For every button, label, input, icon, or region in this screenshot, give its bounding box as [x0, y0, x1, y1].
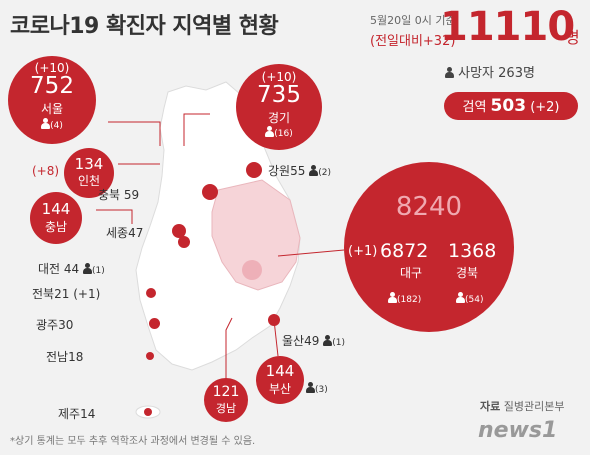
daegu-count: 6872 [380, 240, 429, 262]
ulsan-label: 울산49 (1) [282, 334, 345, 348]
seoul-bubble: (+10) 752 서울 (4) [8, 56, 96, 144]
daegu-name: 대구 [400, 266, 423, 280]
quarantine-value: 503 [490, 96, 527, 116]
gangwon-label: 강원55 (2) [268, 164, 331, 178]
busan-deaths: (3) [306, 382, 328, 395]
daegu-gyeongbuk-total: 8240 [395, 192, 463, 222]
gyeonggi-bubble: (+10) 735 경기 (16) [236, 64, 322, 150]
gyeongbuk-deaths: (54) [456, 292, 483, 305]
chungbuk-label: 충북 59 [98, 188, 140, 202]
seoul-count: 752 [30, 73, 74, 99]
person-icon [83, 263, 93, 274]
jeonnam-label: 전남18 [46, 350, 84, 364]
sejong-marker [172, 224, 186, 238]
gyeongnam-bubble: 121 경남 [204, 378, 248, 422]
gyeonggi-count: 735 [257, 82, 301, 108]
quarantine-badge: 검역 503 (+2) [444, 92, 578, 120]
ulsan-marker [268, 314, 280, 326]
gyeongnam-count: 121 [212, 384, 240, 400]
daejeon-marker [178, 236, 190, 248]
gyeonggi-name: 경기 [267, 111, 291, 125]
busan-count: 144 [265, 362, 295, 380]
jeju-label: 제주14 [58, 407, 96, 421]
person-icon [445, 67, 454, 78]
deaths-text: 사망자 263명 [458, 66, 535, 81]
chungnam-count: 144 [41, 200, 71, 218]
seoul-deaths: (4) [8, 118, 96, 131]
sejong-label: 세종47 [106, 226, 144, 240]
person-icon [323, 335, 333, 346]
daegu-region [242, 260, 262, 280]
page-title: 코로나19 확진자 지역별 현황 [10, 14, 279, 39]
gyeonggi-deaths: (16) [236, 126, 322, 139]
quarantine-delta: (+2) [530, 100, 560, 115]
daegu-gyeongbuk-bubble: 8240 (+1) 6872 대구 (182) 1368 경북 (54) [344, 162, 514, 332]
gangwon-marker [246, 162, 262, 178]
person-icon [265, 126, 275, 137]
person-icon [306, 382, 315, 393]
seoul-name: 서울 [40, 102, 64, 116]
gwangju-marker [149, 318, 160, 329]
footnote: *상기 통계는 모두 추후 역학조사 과정에서 변경될 수 있음. [10, 436, 256, 447]
incheon-name: 인천 [77, 174, 101, 188]
gyeongnam-name: 경남 [215, 402, 237, 415]
person-icon [456, 292, 465, 303]
jeonnam-marker [146, 352, 154, 360]
jeju-marker [144, 408, 152, 416]
gyeongbuk-count: 1368 [448, 240, 497, 262]
person-icon [309, 165, 319, 176]
total-cases: 11110 [440, 4, 575, 50]
quarantine-label: 검역 [462, 100, 487, 115]
gyeonggi-delta: (+10) [261, 70, 297, 84]
daejeon-label: 대전 44 (1) [38, 262, 105, 276]
seoul-delta: (+10) [34, 61, 70, 75]
chungbuk-marker [202, 184, 218, 200]
chungnam-name: 충남 [44, 220, 68, 234]
gyeongbuk-region [211, 179, 301, 291]
total-unit: 명 [565, 28, 580, 47]
total-delta: (전일대비+32) [370, 34, 456, 49]
gyeongbuk-name: 경북 [456, 266, 479, 280]
jeonbuk-marker [146, 288, 156, 298]
reference-date: 5월20일 0시 기준 [370, 14, 456, 27]
incheon-count: 134 [74, 155, 104, 173]
chungnam-bubble: 144 충남 [30, 192, 82, 244]
busan-name: 부산 [268, 382, 292, 396]
total-deaths: 사망자 263명 [445, 62, 535, 81]
daegu-delta: (+1) [348, 244, 378, 259]
jeonbuk-label: 전북21 (+1) [32, 287, 101, 301]
person-icon [388, 292, 397, 303]
source-credit: 자료 질병관리본부 [480, 400, 565, 413]
news1-logo: news1 [478, 418, 558, 443]
daegu-deaths: (182) [388, 292, 421, 305]
gwangju-label: 광주30 [36, 318, 74, 332]
incheon-delta: (+8) [32, 164, 60, 178]
person-icon [41, 118, 51, 129]
incheon-bubble: 134 인천 [64, 148, 114, 198]
busan-bubble: 144 부산 [256, 356, 304, 404]
